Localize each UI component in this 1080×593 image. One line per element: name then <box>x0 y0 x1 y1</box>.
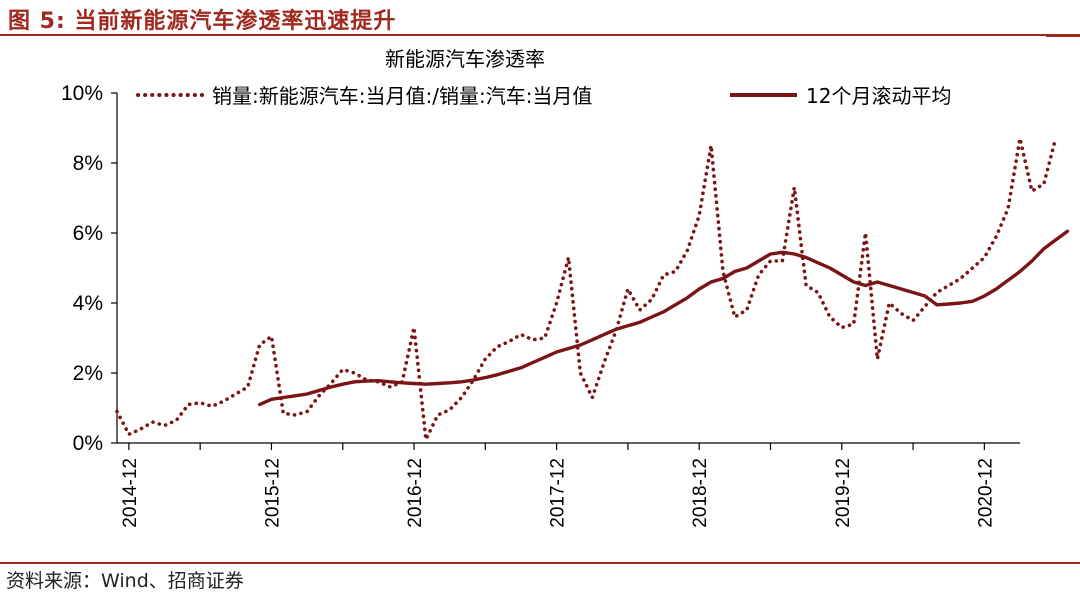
y-tick-label: 6% <box>73 222 103 245</box>
legend-label-ratio: 销量:新能源汽车:当月值:/销量:汽车:当月值 <box>212 84 592 108</box>
source-rule <box>0 562 1080 564</box>
y-tick-label: 4% <box>73 292 103 315</box>
x-tick-label: 2014-12 <box>120 458 141 528</box>
y-tick-label: 2% <box>73 362 103 385</box>
title-rule-accent <box>1046 34 1080 37</box>
x-tick-label: 2018-12 <box>690 458 711 528</box>
series-line-rolling-avg <box>260 231 1068 404</box>
chart-axes: 0% 2% 4% 6% 8% 10% 2014-12 2015-12 2016-12 2017-1… <box>61 82 1020 528</box>
x-tick-label: 2020-12 <box>975 458 996 528</box>
x-tick-label: 2015-12 <box>262 458 283 528</box>
source-note: 资料来源：Wind、招商证券 <box>6 566 244 593</box>
y-tick-label: 8% <box>73 152 103 175</box>
x-tick-label: 2019-12 <box>833 458 854 528</box>
chart-title: 新能源汽车渗透率 <box>385 47 545 71</box>
penetration-line-chart: 新能源汽车渗透率 销量:新能源汽车:当月值:/销量:汽车:当月值 12个月滚动平… <box>0 40 1080 558</box>
x-tick-label: 2017-12 <box>548 458 569 528</box>
series-line-ratio <box>117 139 1056 440</box>
title-rule <box>0 34 1080 36</box>
legend-label-rolling-avg: 12个月滚动平均 <box>806 84 951 108</box>
x-tick-label: 2016-12 <box>405 458 426 528</box>
chart-series <box>117 138 1068 439</box>
chart-legend: 销量:新能源汽车:当月值:/销量:汽车:当月值 12个月滚动平均 <box>138 84 951 108</box>
y-tick-label: 10% <box>61 82 103 105</box>
figure-title: 图 5: 当前新能源汽车渗透率迅速提升 <box>8 3 396 35</box>
y-tick-label: 0% <box>73 432 103 455</box>
